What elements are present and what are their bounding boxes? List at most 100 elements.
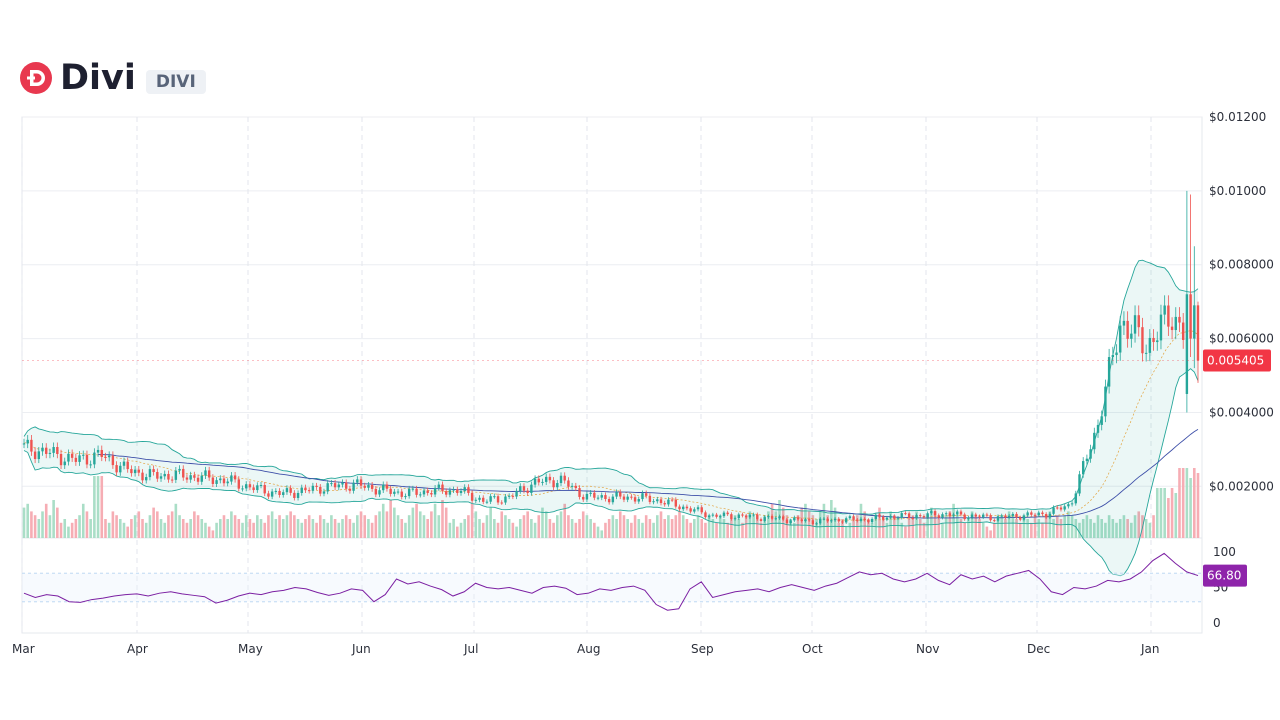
volume-bar	[107, 522, 111, 538]
candle-body	[170, 479, 174, 481]
volume-bar	[456, 526, 459, 538]
volume-bar	[1000, 515, 1004, 538]
volume-bar	[770, 503, 774, 538]
volume-bar	[1026, 519, 1029, 538]
candle-body	[252, 487, 255, 491]
volume-bar	[356, 515, 359, 538]
volume-bar	[474, 511, 478, 538]
candle-body	[107, 455, 111, 458]
volume-bar	[918, 519, 922, 538]
volume-bar	[433, 503, 437, 538]
candle-body	[337, 484, 340, 488]
candle-body	[93, 452, 96, 465]
volume-bar	[1007, 511, 1011, 538]
candle-body	[56, 447, 59, 454]
volume-bar	[722, 519, 726, 538]
volume-bar	[852, 519, 855, 538]
volume-bar	[70, 522, 74, 538]
volume-bar	[948, 511, 952, 538]
candle-body	[989, 515, 992, 521]
candle-body	[837, 518, 840, 522]
divi-logo-icon	[20, 62, 52, 94]
volume-bar	[889, 511, 892, 538]
volume-bar	[315, 522, 318, 538]
candle-body	[819, 518, 822, 524]
volume-bar	[626, 519, 629, 538]
volume-bar	[267, 515, 270, 538]
volume-bar	[1052, 519, 1055, 538]
candle-body	[726, 512, 729, 515]
volume-bar	[1118, 519, 1122, 538]
candle-body	[363, 485, 366, 488]
volume-bar	[907, 519, 911, 538]
price-tick-label: $0.01200	[1209, 110, 1266, 124]
candle-body	[237, 479, 241, 489]
candle-body	[233, 475, 237, 480]
volume-bar	[1074, 519, 1078, 538]
volume-bar	[870, 522, 874, 538]
volume-bar	[1130, 522, 1133, 538]
candle-body	[767, 516, 770, 518]
volume-bar	[822, 503, 826, 538]
volume-bar	[963, 522, 966, 538]
candle-body	[159, 476, 163, 479]
candle-body	[1044, 514, 1048, 518]
volume-bar	[1093, 522, 1096, 538]
volume-bar	[226, 519, 229, 538]
candle-body	[1007, 515, 1011, 518]
candle-body	[893, 516, 896, 519]
volume-bar	[589, 519, 592, 538]
rsi-tick-label: 0	[1213, 616, 1221, 630]
candle-body	[359, 479, 363, 486]
candle-body	[682, 506, 685, 510]
volume-bar	[1048, 511, 1052, 538]
rsi-last-badge	[1203, 564, 1247, 587]
volume-bar	[207, 526, 211, 538]
price-tick-label: $0.008000	[1209, 258, 1274, 272]
volume-bar	[652, 522, 655, 538]
candle-body	[496, 496, 500, 503]
candle-body	[778, 516, 781, 519]
volume-bar	[518, 519, 522, 538]
candle-body	[396, 491, 400, 493]
volume-bar	[881, 519, 885, 538]
volume-bar	[156, 511, 159, 538]
volume-bar	[867, 519, 870, 538]
volume-bar	[233, 515, 237, 538]
volume-bar	[89, 519, 92, 538]
volume-bar	[789, 519, 792, 538]
candle-body	[952, 514, 955, 516]
candle-body	[711, 514, 715, 516]
volume-bar	[741, 522, 744, 538]
candle-body	[596, 497, 600, 499]
candle-body	[730, 514, 733, 519]
candle-body	[385, 484, 389, 489]
volume-bar	[104, 519, 107, 538]
volume-bar	[663, 519, 667, 538]
bollinger-fill	[24, 260, 1198, 576]
volume-bar	[404, 522, 407, 538]
volume-bar	[1155, 488, 1159, 538]
candle-body	[459, 490, 463, 494]
volume-bar	[511, 522, 515, 538]
volume-bar	[44, 503, 48, 538]
candle-body	[59, 453, 63, 466]
candle-body	[1174, 316, 1177, 331]
candle-body	[1111, 355, 1115, 358]
candle-body	[245, 484, 248, 489]
volume-bar	[163, 522, 167, 538]
candle-body	[411, 488, 415, 490]
candle-body	[356, 479, 359, 483]
volume-bar	[1111, 519, 1115, 538]
volume-bar	[370, 522, 374, 538]
candle-body	[148, 469, 152, 478]
candle-body	[626, 496, 629, 500]
candle-body	[311, 485, 315, 491]
candle-body	[482, 497, 485, 502]
candle-body	[382, 484, 385, 491]
last-price-label: 0.005405	[1207, 354, 1264, 368]
candle-body	[1189, 294, 1192, 339]
candle-body	[374, 488, 378, 495]
volume-bar	[159, 519, 163, 538]
